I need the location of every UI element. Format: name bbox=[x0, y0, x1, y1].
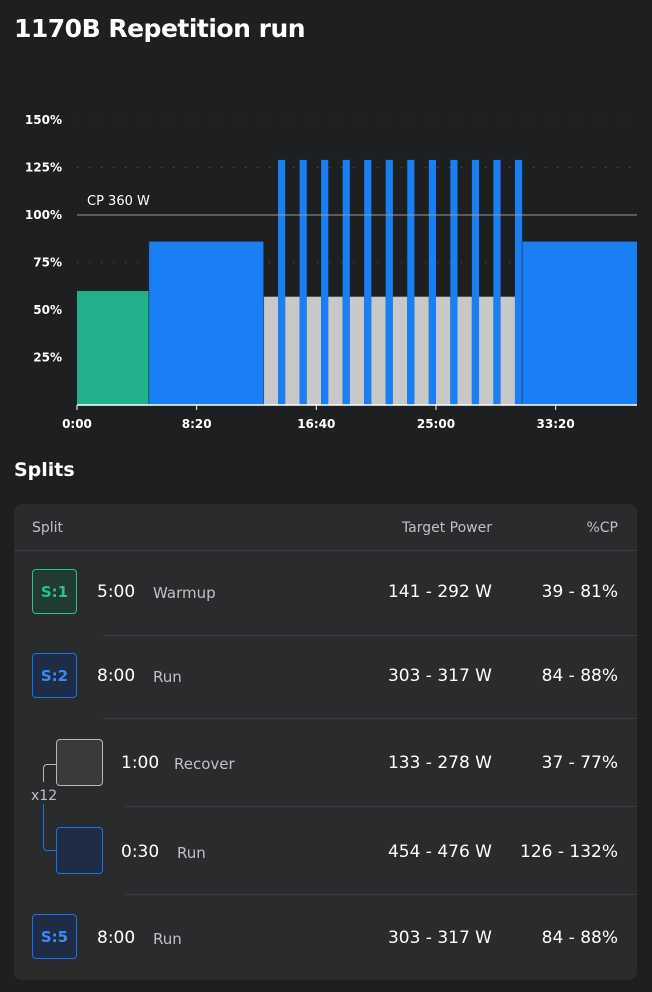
split-duration: 1:00 bbox=[121, 753, 160, 773]
column-header-target-power: Target Power bbox=[401, 520, 492, 536]
x-tick-label: 25:00 bbox=[417, 417, 455, 431]
interval-run-bar bbox=[321, 159, 329, 405]
interval-run-bar bbox=[385, 159, 393, 405]
repeat-bracket-top bbox=[43, 764, 58, 782]
y-tick-label: 125% bbox=[25, 161, 62, 175]
interval-run-bar bbox=[514, 159, 523, 405]
split-badge: S:2 bbox=[32, 653, 77, 698]
interval-run-bar bbox=[407, 159, 415, 405]
split-row-interval-run[interactable]: 0:30 Run 454 - 476 W 126 - 132% bbox=[14, 807, 637, 895]
x-tick-label: 16:40 bbox=[297, 417, 335, 431]
x-tick-label: 0:00 bbox=[62, 417, 92, 431]
recover-bar bbox=[371, 296, 386, 405]
interval-run-bar bbox=[450, 159, 458, 405]
run-bar bbox=[522, 241, 637, 405]
split-name: Run bbox=[153, 930, 182, 948]
workout-power-chart: 150% 125% 100% 75% 50% 25% CP 360 W 0:00 8:20 16:… bbox=[25, 113, 637, 431]
row-divider bbox=[103, 635, 637, 636]
split-name: Run bbox=[177, 844, 206, 862]
recover-bar bbox=[306, 296, 322, 405]
header-divider bbox=[14, 550, 637, 551]
row-divider bbox=[124, 806, 637, 807]
split-target-power: 133 - 278 W bbox=[387, 753, 492, 773]
y-tick-label: 100% bbox=[25, 208, 62, 222]
split-duration: 5:00 bbox=[97, 582, 136, 602]
x-tick-label: 8:20 bbox=[182, 417, 212, 431]
recover-bar bbox=[392, 296, 408, 405]
repeat-count: x12 bbox=[31, 788, 58, 804]
split-row-warmup[interactable]: S:1 5:00 Warmup 141 - 292 W 39 - 81% bbox=[14, 551, 637, 635]
run-step-marker bbox=[56, 827, 103, 874]
splits-heading: Splits bbox=[14, 459, 75, 481]
page-title: 1170B Repetition run bbox=[14, 14, 306, 43]
split-name: Run bbox=[153, 668, 182, 686]
recover-bar bbox=[500, 296, 515, 405]
split-badge: S:1 bbox=[32, 569, 77, 614]
split-cp-percent: 39 - 81% bbox=[541, 582, 618, 602]
y-tick-label: 25% bbox=[33, 351, 62, 365]
split-cp-percent: 37 - 77% bbox=[541, 753, 618, 773]
recover-bar bbox=[285, 296, 300, 405]
interval-run-bar bbox=[278, 159, 286, 405]
interval-run-bar bbox=[364, 159, 372, 405]
interval-run-bar bbox=[471, 159, 480, 405]
repeat-bracket-bottom bbox=[43, 804, 58, 851]
recover-bar bbox=[457, 296, 472, 405]
y-tick-label: 75% bbox=[33, 256, 62, 270]
recover-bar bbox=[479, 296, 494, 405]
split-cp-percent: 84 - 88% bbox=[541, 666, 618, 686]
warmup-bar bbox=[77, 291, 149, 405]
row-divider bbox=[124, 894, 637, 895]
split-row-run[interactable]: S:5 8:00 Run 303 - 317 W 84 - 88% bbox=[14, 895, 637, 980]
split-name: Recover bbox=[174, 755, 235, 773]
recover-bar bbox=[414, 296, 429, 405]
splits-table: Split Target Power %CP S:1 5:00 Warmup 1… bbox=[14, 504, 637, 980]
split-cp-percent: 84 - 88% bbox=[541, 928, 618, 948]
row-divider bbox=[103, 718, 637, 719]
split-badge: S:5 bbox=[32, 914, 77, 959]
split-row-run[interactable]: S:2 8:00 Run 303 - 317 W 84 - 88% bbox=[14, 636, 637, 719]
recover-bar bbox=[435, 296, 451, 405]
split-duration: 8:00 bbox=[97, 666, 136, 686]
interval-run-bar bbox=[342, 159, 350, 405]
interval-run-bar bbox=[428, 159, 436, 405]
split-target-power: 141 - 292 W bbox=[387, 582, 492, 602]
column-header-cp: %CP bbox=[586, 520, 618, 536]
split-name: Warmup bbox=[153, 584, 216, 602]
split-cp-percent: 126 - 132% bbox=[520, 842, 618, 862]
split-duration: 0:30 bbox=[121, 842, 160, 862]
recover-bar bbox=[263, 296, 279, 405]
column-header-split: Split bbox=[32, 520, 64, 536]
x-tick-label: 33:20 bbox=[537, 417, 575, 431]
interval-run-bar bbox=[493, 159, 501, 405]
cp-label: CP 360 W bbox=[87, 194, 150, 209]
split-target-power: 303 - 317 W bbox=[387, 928, 492, 948]
y-tick-label: 50% bbox=[33, 303, 62, 317]
interval-run-bar bbox=[299, 159, 307, 405]
split-target-power: 303 - 317 W bbox=[387, 666, 492, 686]
recover-bar bbox=[349, 296, 365, 405]
split-duration: 8:00 bbox=[97, 928, 136, 948]
run-bar bbox=[148, 241, 264, 405]
split-target-power: 454 - 476 W bbox=[387, 842, 492, 862]
recover-bar bbox=[328, 296, 343, 405]
y-tick-label: 150% bbox=[25, 113, 62, 127]
split-row-recover[interactable]: 1:00 Recover 133 - 278 W 37 - 77% bbox=[14, 719, 637, 806]
recover-step-marker bbox=[56, 739, 103, 786]
